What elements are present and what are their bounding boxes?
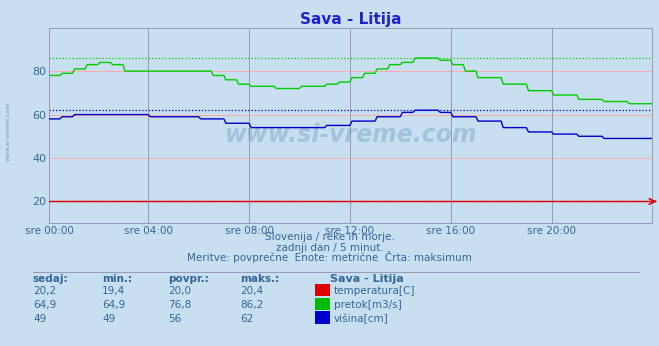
- Text: maks.:: maks.:: [241, 274, 280, 284]
- Text: 20,2: 20,2: [33, 286, 56, 296]
- Title: Sava - Litija: Sava - Litija: [300, 11, 402, 27]
- Text: sedaj:: sedaj:: [33, 274, 69, 284]
- Text: višina[cm]: višina[cm]: [334, 313, 389, 324]
- Text: 86,2: 86,2: [241, 300, 264, 310]
- Text: 56: 56: [168, 314, 181, 324]
- Text: 49: 49: [33, 314, 46, 324]
- Text: 76,8: 76,8: [168, 300, 191, 310]
- Text: 19,4: 19,4: [102, 286, 125, 296]
- Text: 64,9: 64,9: [102, 300, 125, 310]
- Text: povpr.:: povpr.:: [168, 274, 209, 284]
- Text: Slovenija / reke in morje.: Slovenija / reke in morje.: [264, 233, 395, 243]
- Text: 20,4: 20,4: [241, 286, 264, 296]
- Text: Sava - Litija: Sava - Litija: [330, 274, 403, 284]
- Text: 62: 62: [241, 314, 254, 324]
- Text: temperatura[C]: temperatura[C]: [334, 286, 416, 296]
- Text: www.si-vreme.com: www.si-vreme.com: [225, 123, 477, 147]
- Text: www.si-vreme.com: www.si-vreme.com: [5, 102, 11, 161]
- Text: 64,9: 64,9: [33, 300, 56, 310]
- Text: min.:: min.:: [102, 274, 132, 284]
- Text: Meritve: povprečne  Enote: metrične  Črta: maksimum: Meritve: povprečne Enote: metrične Črta:…: [187, 251, 472, 263]
- Text: zadnji dan / 5 minut.: zadnji dan / 5 minut.: [275, 243, 384, 253]
- Text: 20,0: 20,0: [168, 286, 191, 296]
- Text: pretok[m3/s]: pretok[m3/s]: [334, 300, 402, 310]
- Text: 49: 49: [102, 314, 115, 324]
